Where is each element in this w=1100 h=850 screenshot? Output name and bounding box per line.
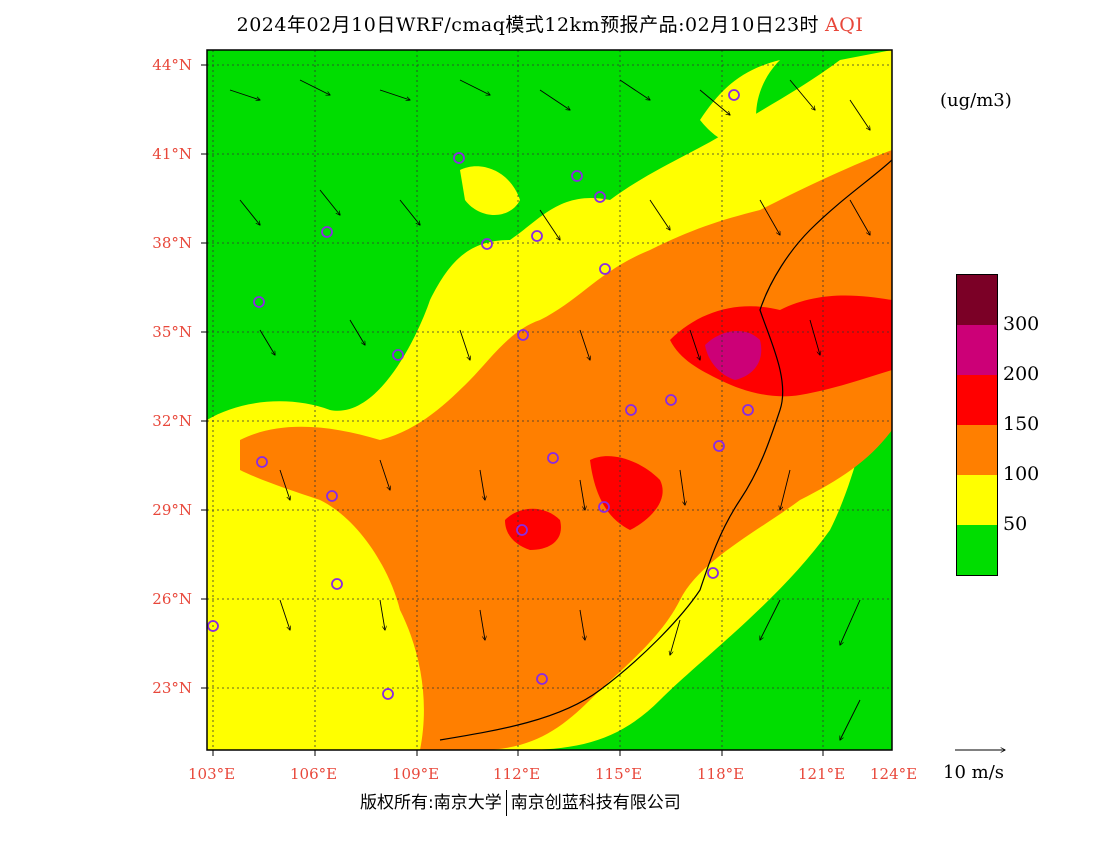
- lon-label-118: 118°E: [697, 765, 745, 783]
- legend-label-50: 50: [1003, 513, 1028, 535]
- map-frame: [206, 49, 893, 751]
- copyright-divider: [505, 790, 507, 816]
- colorbar-unhealthy: [957, 375, 997, 425]
- legend-unit: (ug/m3): [940, 90, 1012, 111]
- colorbar-usg: [957, 425, 997, 475]
- copyright: 版权所有:南京大学 南京创蓝科技有限公司: [360, 788, 681, 816]
- lon-label-121: 121°E: [798, 765, 846, 783]
- colorbar-moderate: [957, 475, 997, 525]
- lon-label-109: 109°E: [392, 765, 440, 783]
- aqi-zone-moderate-north: [700, 60, 780, 145]
- title-main: 2024年02月10日WRF/cmaq模式12km预报产品:02月10日23时: [236, 14, 820, 36]
- copyright-right: 南京创蓝科技有限公司: [510, 793, 681, 813]
- lon-label-106: 106°E: [290, 765, 338, 783]
- lat-label-41: 41°N: [152, 145, 192, 163]
- colorbar-hazardous: [957, 275, 997, 325]
- aqi-zone-unhealthy-west: [505, 508, 561, 550]
- lat-label-38: 38°N: [152, 234, 192, 252]
- title-product: AQI: [825, 14, 864, 36]
- colorbar-good: [957, 525, 997, 575]
- copyright-left: 版权所有:南京大学: [360, 793, 502, 813]
- lon-label-115: 115°E: [595, 765, 643, 783]
- lon-label-124: 124°E: [870, 765, 918, 783]
- coastline: [439, 159, 892, 741]
- site-markers: [207, 89, 754, 700]
- legend-label-200: 200: [1003, 363, 1040, 385]
- lat-label-44: 44°N: [152, 56, 192, 74]
- map-title: 2024年02月10日WRF/cmaq模式12km预报产品:02月10日23时 A…: [0, 10, 1100, 37]
- aqi-colorbar: [956, 274, 998, 576]
- aqi-zone-unhealthy-central: [590, 456, 663, 530]
- reference-vector-label: 10 m/s: [943, 762, 1004, 783]
- lon-label-103: 103°E: [188, 765, 236, 783]
- wind-vectors: [229, 79, 870, 740]
- lon-label-112: 112°E: [493, 765, 541, 783]
- lat-label-29: 29°N: [152, 501, 192, 519]
- aqi-zone-moderate-northwest: [460, 166, 520, 215]
- aqi-zone-very-unhealthy: [705, 330, 762, 380]
- colorbar-very-unhealthy: [957, 325, 997, 375]
- legend-label-300: 300: [1003, 313, 1040, 335]
- lat-label-32: 32°N: [152, 412, 192, 430]
- legend-label-150: 150: [1003, 413, 1040, 435]
- lat-label-23: 23°N: [152, 679, 192, 697]
- lat-label-26: 26°N: [152, 590, 192, 608]
- aqi-zone-usg: [240, 150, 892, 750]
- lat-label-35: 35°N: [152, 323, 192, 341]
- legend-label-100: 100: [1003, 463, 1040, 485]
